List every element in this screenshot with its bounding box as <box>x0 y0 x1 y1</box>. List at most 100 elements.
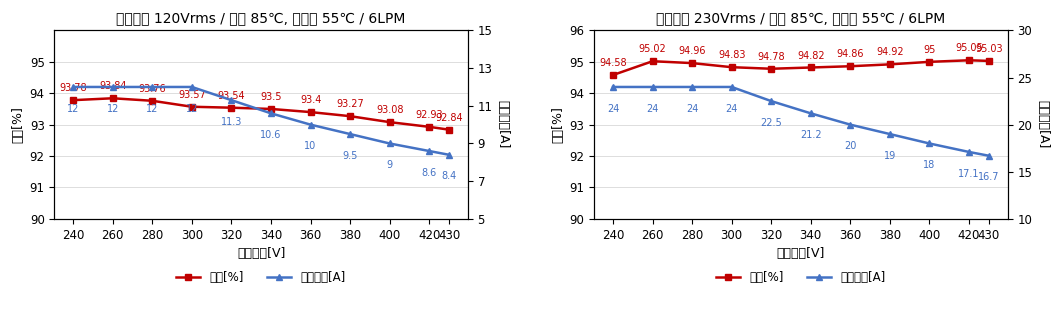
Text: 93.5: 93.5 <box>261 92 282 102</box>
효율[%] <box>983 59 995 63</box>
효율[%] <box>923 60 936 64</box>
부하전류[A] <box>186 85 198 89</box>
X-axis label: 부하전압[V]: 부하전압[V] <box>777 247 825 260</box>
부하전류[A] <box>443 153 456 157</box>
부하전류[A] <box>686 85 699 89</box>
효율[%] <box>67 98 80 102</box>
Text: 93.57: 93.57 <box>178 90 206 100</box>
Text: 94.58: 94.58 <box>599 58 626 68</box>
Text: 17.1: 17.1 <box>958 169 979 179</box>
Text: 20: 20 <box>844 141 856 151</box>
효율[%] <box>106 96 119 100</box>
Text: 22.5: 22.5 <box>760 118 782 128</box>
효율[%] <box>343 114 356 118</box>
효율[%] <box>805 66 817 69</box>
효율[%] <box>304 110 317 114</box>
Text: 9.5: 9.5 <box>342 151 358 161</box>
Text: 8.6: 8.6 <box>422 168 437 178</box>
Text: 12: 12 <box>146 104 159 114</box>
Text: 93.27: 93.27 <box>336 99 364 109</box>
효율[%] <box>443 128 456 132</box>
효율[%] <box>962 58 975 62</box>
Line: 부하전류[A]: 부하전류[A] <box>70 84 453 158</box>
Legend: 효율[%], 부하전류[A]: 효율[%], 부하전류[A] <box>711 266 890 289</box>
Text: 12: 12 <box>107 104 119 114</box>
효율[%] <box>146 99 159 103</box>
부하전류[A] <box>606 85 619 89</box>
Text: 9: 9 <box>387 160 393 170</box>
부하전류[A] <box>765 99 778 103</box>
Text: 93.76: 93.76 <box>139 84 166 94</box>
Line: 효율[%]: 효율[%] <box>610 57 992 78</box>
부하전류[A] <box>983 154 995 158</box>
효율[%] <box>225 106 237 109</box>
Text: 95: 95 <box>923 45 936 55</box>
부하전류[A] <box>923 142 936 145</box>
Line: 효율[%]: 효율[%] <box>70 95 453 133</box>
Text: 93.08: 93.08 <box>376 105 404 115</box>
Text: 93.4: 93.4 <box>300 95 321 105</box>
효율[%] <box>765 67 778 71</box>
Text: 95.03: 95.03 <box>975 44 1003 54</box>
Title: 입력전압 120Vrms / 외기 85℃, 냉각수 55℃ / 6LPM: 입력전압 120Vrms / 외기 85℃, 냉각수 55℃ / 6LPM <box>117 11 406 25</box>
효율[%] <box>265 107 278 111</box>
Text: 94.82: 94.82 <box>797 51 825 61</box>
Text: 8.4: 8.4 <box>441 171 457 181</box>
Text: 11.3: 11.3 <box>220 117 242 127</box>
부하전류[A] <box>884 132 897 136</box>
Text: 24: 24 <box>606 104 619 114</box>
부하전류[A] <box>423 149 436 153</box>
Text: 12: 12 <box>67 104 80 114</box>
Text: 12: 12 <box>186 104 198 114</box>
Text: 18: 18 <box>923 160 936 170</box>
Text: 94.83: 94.83 <box>718 50 745 60</box>
부하전류[A] <box>844 123 856 127</box>
Y-axis label: 과하전류[A]: 과하전류[A] <box>496 100 509 149</box>
부하전류[A] <box>343 132 356 136</box>
Y-axis label: 과하전류[A]: 과하전류[A] <box>1036 100 1049 149</box>
부하전류[A] <box>805 111 817 115</box>
Line: 부하전류[A]: 부하전류[A] <box>610 84 992 159</box>
부하전류[A] <box>67 85 80 89</box>
Text: 24: 24 <box>647 104 658 114</box>
효율[%] <box>186 105 198 109</box>
Text: 92.84: 92.84 <box>436 113 463 123</box>
Text: 93.84: 93.84 <box>99 81 126 91</box>
Y-axis label: 효율[%]: 효율[%] <box>551 106 564 143</box>
Legend: 효율[%], 부하전류[A]: 효율[%], 부하전류[A] <box>172 266 351 289</box>
Text: 24: 24 <box>686 104 699 114</box>
Text: 24: 24 <box>725 104 738 114</box>
Text: 10: 10 <box>304 141 317 151</box>
X-axis label: 부하전압[V]: 부하전압[V] <box>237 247 285 260</box>
부하전류[A] <box>146 85 159 89</box>
부하전류[A] <box>265 111 278 115</box>
효율[%] <box>884 63 897 66</box>
Text: 94.78: 94.78 <box>758 52 785 62</box>
Text: 94.86: 94.86 <box>836 49 864 59</box>
Text: 93.78: 93.78 <box>59 83 87 93</box>
효율[%] <box>725 65 738 69</box>
Text: 16.7: 16.7 <box>978 172 1000 183</box>
부하전류[A] <box>962 150 975 154</box>
효율[%] <box>647 59 659 63</box>
Text: 94.92: 94.92 <box>877 47 904 58</box>
Text: 21.2: 21.2 <box>800 130 822 140</box>
Text: 95.02: 95.02 <box>639 44 667 54</box>
Text: 92.93: 92.93 <box>416 110 443 120</box>
효율[%] <box>384 120 396 124</box>
Title: 입력전압 230Vrms / 외기 85℃, 냉각수 55℃ / 6LPM: 입력전압 230Vrms / 외기 85℃, 냉각수 55℃ / 6LPM <box>656 11 946 25</box>
효율[%] <box>686 61 699 65</box>
효율[%] <box>606 73 619 77</box>
Text: 93.54: 93.54 <box>217 91 245 101</box>
부하전류[A] <box>647 85 659 89</box>
효율[%] <box>844 64 856 68</box>
효율[%] <box>423 125 436 129</box>
부하전류[A] <box>384 142 396 145</box>
부하전류[A] <box>304 123 317 127</box>
Text: 94.96: 94.96 <box>678 46 706 56</box>
Text: 19: 19 <box>884 151 896 161</box>
Text: 95.05: 95.05 <box>955 43 983 53</box>
Text: 10.6: 10.6 <box>261 130 282 140</box>
Y-axis label: 효율[%]: 효율[%] <box>11 106 24 143</box>
부하전류[A] <box>225 98 237 102</box>
